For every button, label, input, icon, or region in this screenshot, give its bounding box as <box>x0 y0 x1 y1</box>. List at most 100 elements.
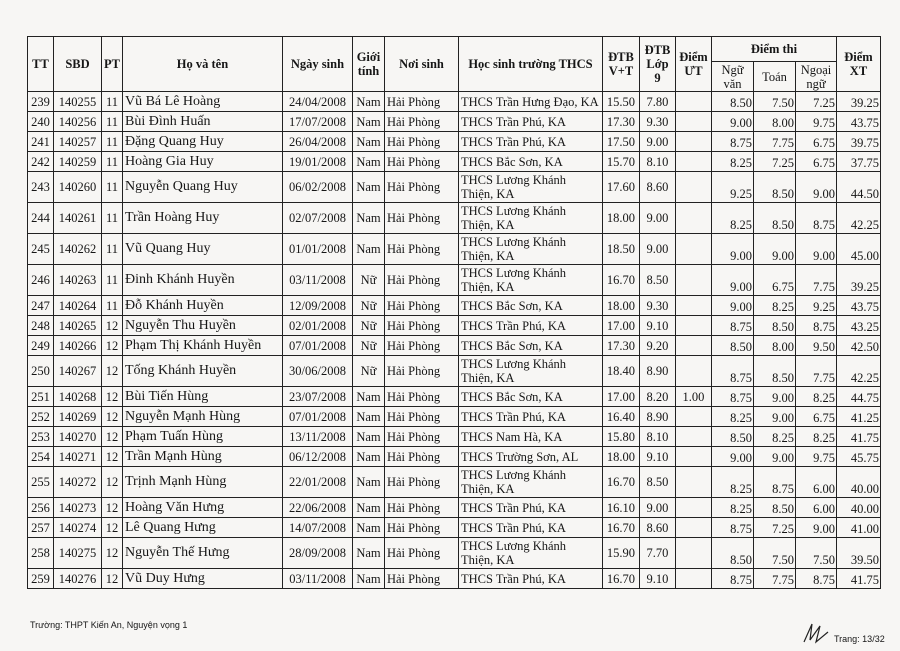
cell-birthplace: Hải Phòng <box>383 295 459 316</box>
cell-sbd: 140270 <box>53 426 102 447</box>
table-row: 239 140255 11 Vũ Bá Lê Hoàng 24/04/2008 Nam Hả… <box>27 91 881 112</box>
cell-name: Nguyễn Mạnh Hùng <box>121 406 283 427</box>
table-row: 243 140260 11 Nguyễn Quang Huy 06/02/2008 Nam… <box>27 171 881 203</box>
cell-lop9: 9.10 <box>638 568 676 589</box>
cell-pt: 12 <box>101 517 123 538</box>
header-dtb-vt: ĐTB V+T <box>601 36 640 92</box>
cell-nn: 7.25 <box>794 91 837 112</box>
cell-sbd: 140261 <box>53 202 102 234</box>
cell-name: Bùi Tiến Hùng <box>121 386 283 407</box>
cell-school: THCS Trần Phú, KA <box>457 315 603 336</box>
cell-school: THCS Lương Khánh Thiện, KA <box>457 171 603 203</box>
cell-ut <box>674 171 712 203</box>
cell-xt: 44.75 <box>835 386 881 407</box>
cell-name: Lê Quang Hưng <box>121 517 283 538</box>
cell-tt: 248 <box>27 315 54 336</box>
header-ngu-van: Ngữ văn <box>710 61 754 92</box>
cell-ut <box>674 295 712 316</box>
cell-nn: 8.75 <box>794 568 837 589</box>
cell-school: THCS Nam Hà, KA <box>457 426 603 447</box>
cell-toan: 7.75 <box>752 568 796 589</box>
cell-toan: 7.50 <box>752 91 796 112</box>
cell-ut <box>674 355 712 387</box>
cell-vt: 18.00 <box>601 446 640 467</box>
cell-toan: 8.00 <box>752 111 796 132</box>
cell-dob: 30/06/2008 <box>281 355 353 387</box>
cell-school: THCS Trần Phú, KA <box>457 517 603 538</box>
cell-name: Hoàng Văn Hưng <box>121 497 283 518</box>
cell-vt: 17.30 <box>601 111 640 132</box>
cell-sbd: 140276 <box>53 568 102 589</box>
cell-van: 8.75 <box>710 315 754 336</box>
cell-ut <box>674 315 712 336</box>
cell-toan: 8.75 <box>752 466 796 498</box>
cell-pt: 11 <box>101 111 123 132</box>
cell-vt: 16.10 <box>601 497 640 518</box>
cell-ut <box>674 426 712 447</box>
cell-lop9: 9.30 <box>638 111 676 132</box>
cell-pt: 12 <box>101 355 123 387</box>
cell-gender: Nam <box>351 406 385 427</box>
cell-vt: 18.00 <box>601 295 640 316</box>
cell-gender: Nam <box>351 151 385 172</box>
cell-pt: 11 <box>101 202 123 234</box>
cell-gender: Nam <box>351 202 385 234</box>
cell-tt: 242 <box>27 151 54 172</box>
cell-xt: 45.75 <box>835 446 881 467</box>
cell-lop9: 9.00 <box>638 131 676 152</box>
cell-lop9: 9.20 <box>638 335 676 356</box>
cell-xt: 41.25 <box>835 406 881 427</box>
cell-pt: 11 <box>101 91 123 112</box>
cell-van: 8.50 <box>710 537 754 569</box>
cell-lop9: 8.10 <box>638 151 676 172</box>
cell-lop9: 8.60 <box>638 171 676 203</box>
cell-lop9: 9.00 <box>638 497 676 518</box>
cell-toan: 7.25 <box>752 517 796 538</box>
cell-xt: 39.75 <box>835 131 881 152</box>
cell-tt: 244 <box>27 202 54 234</box>
cell-lop9: 8.50 <box>638 466 676 498</box>
cell-name: Phạm Tuấn Hùng <box>121 426 283 447</box>
cell-nn: 9.75 <box>794 446 837 467</box>
table-row: 258 140275 12 Nguyễn Thế Hưng 28/09/2008 Nam H… <box>27 537 881 569</box>
table-row: 246 140263 11 Đinh Khánh Huyền 03/11/2008 Nữ H… <box>27 264 881 296</box>
cell-school: THCS Trường Sơn, AL <box>457 446 603 467</box>
cell-dob: 17/07/2008 <box>281 111 353 132</box>
table-row: 247 140264 11 Đỗ Khánh Huyền 12/09/2008 Nữ Hải… <box>27 295 881 316</box>
cell-school: THCS Lương Khánh Thiện, KA <box>457 264 603 296</box>
cell-vt: 16.70 <box>601 264 640 296</box>
cell-birthplace: Hải Phòng <box>383 406 459 427</box>
cell-vt: 16.40 <box>601 406 640 427</box>
cell-toan: 8.50 <box>752 171 796 203</box>
cell-lop9: 8.60 <box>638 517 676 538</box>
cell-lop9: 9.00 <box>638 202 676 234</box>
cell-tt: 257 <box>27 517 54 538</box>
cell-birthplace: Hải Phòng <box>383 568 459 589</box>
cell-dob: 07/01/2008 <box>281 406 353 427</box>
cell-dob: 13/11/2008 <box>281 426 353 447</box>
cell-lop9: 7.80 <box>638 91 676 112</box>
cell-sbd: 140269 <box>53 406 102 427</box>
cell-toan: 8.50 <box>752 355 796 387</box>
cell-pt: 12 <box>101 386 123 407</box>
cell-sbd: 140273 <box>53 497 102 518</box>
cell-dob: 12/09/2008 <box>281 295 353 316</box>
cell-vt: 15.70 <box>601 151 640 172</box>
cell-school: THCS Trần Phú, KA <box>457 131 603 152</box>
header-dob: Ngày sinh <box>281 36 353 92</box>
cell-van: 8.25 <box>710 466 754 498</box>
cell-nn: 7.75 <box>794 264 837 296</box>
cell-name: Bùi Đình Huấn <box>121 111 283 132</box>
cell-dob: 28/09/2008 <box>281 537 353 569</box>
cell-vt: 18.00 <box>601 202 640 234</box>
cell-ut <box>674 568 712 589</box>
cell-gender: Nam <box>351 386 385 407</box>
cell-tt: 255 <box>27 466 54 498</box>
cell-toan: 7.75 <box>752 131 796 152</box>
cell-van: 8.25 <box>710 202 754 234</box>
cell-pt: 11 <box>101 151 123 172</box>
cell-vt: 18.40 <box>601 355 640 387</box>
cell-pt: 11 <box>101 295 123 316</box>
cell-lop9: 9.10 <box>638 315 676 336</box>
header-diem-xt: Điểm XT <box>835 36 881 92</box>
